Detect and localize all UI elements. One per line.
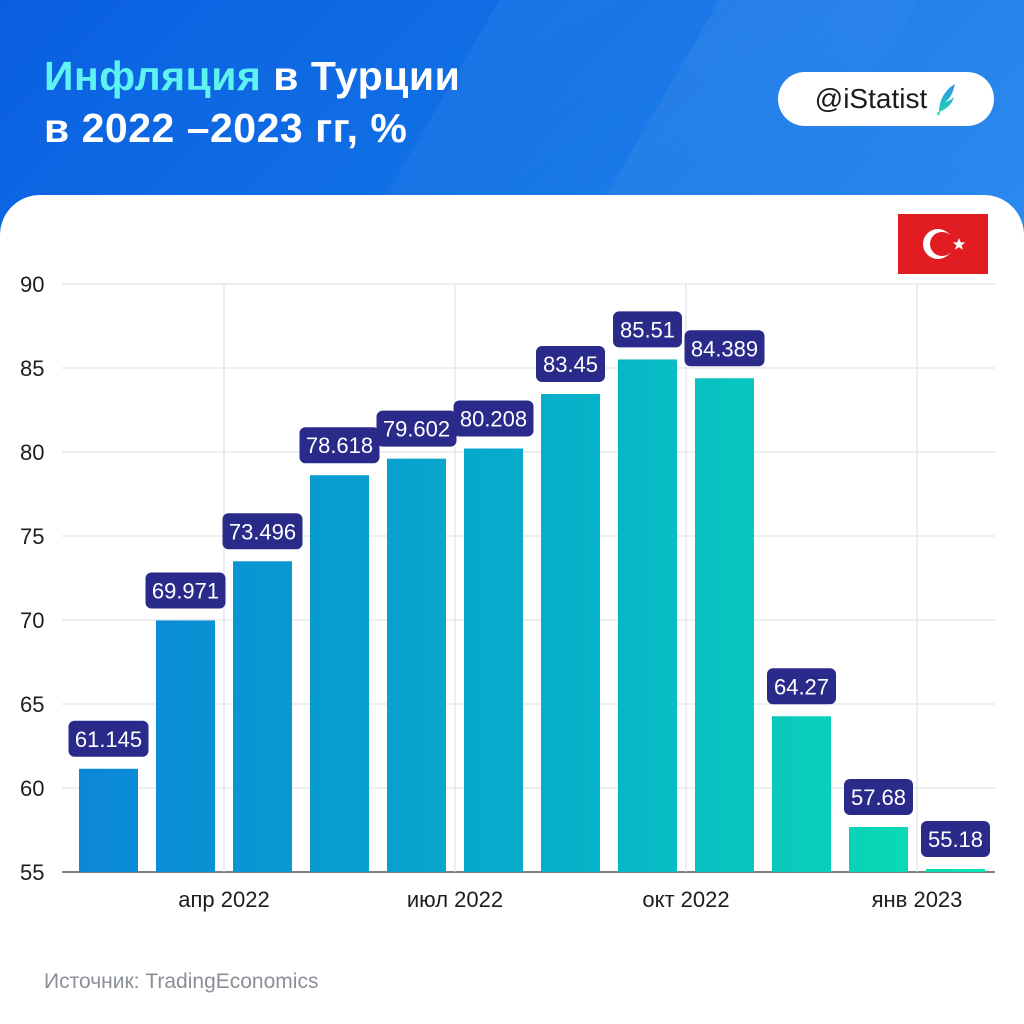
istatist-logo-icon (937, 84, 956, 116)
value-label-bg (684, 330, 765, 367)
bar (464, 448, 523, 872)
y-tick-label: 90 (20, 272, 44, 297)
bar (618, 359, 677, 872)
bar (156, 620, 215, 872)
bar (233, 561, 292, 872)
value-label: 80.208 (460, 407, 527, 432)
bar (849, 826, 908, 872)
y-tick-label: 70 (20, 608, 44, 633)
y-tick-label: 80 (20, 440, 44, 465)
turkey-flag-icon (898, 214, 988, 274)
bar (387, 458, 446, 872)
value-label-bg (299, 427, 380, 464)
value-label: 79.602 (383, 417, 450, 442)
value-label: 85.51 (620, 317, 675, 342)
value-label-bg (376, 410, 457, 447)
bar (310, 475, 369, 872)
value-label-bg (536, 346, 605, 383)
value-label-layer: 61.145 69.971 73.496 78.618 79.602 80.208 83.4… (68, 311, 990, 857)
x-tick-label: июл 2022 (407, 887, 503, 912)
chart-title: Инфляция в Турции в 2022 –2023 гг, % (44, 50, 460, 154)
value-label: 78.618 (306, 433, 373, 458)
y-tick-label: 60 (20, 776, 44, 801)
title-accent: Инфляция (44, 53, 262, 99)
y-tick-label: 65 (20, 692, 44, 717)
x-tick-label: апр 2022 (178, 887, 269, 912)
value-label-bg (921, 820, 990, 857)
value-label-bg (767, 668, 836, 705)
value-label-bg (68, 720, 149, 757)
brand-handle: @iStatist (814, 83, 928, 114)
value-label-bg (453, 400, 534, 437)
source-note: Источник: TradingEconomics (44, 970, 319, 993)
value-label-bg (613, 311, 682, 348)
value-label: 57.68 (851, 785, 906, 810)
value-label: 64.27 (774, 674, 829, 699)
y-tick-label: 55 (20, 860, 44, 885)
value-label: 84.389 (691, 336, 758, 361)
bar (926, 868, 985, 872)
bar (79, 768, 138, 872)
value-label: 55.18 (928, 827, 983, 852)
bar-layer (79, 359, 985, 872)
bar (772, 716, 831, 872)
brand-handle-pill[interactable]: @iStatist (778, 72, 994, 126)
value-label: 69.971 (152, 578, 219, 603)
grid-layer (62, 283, 995, 873)
x-tick-label: окт 2022 (642, 887, 729, 912)
value-label: 61.145 (75, 727, 142, 752)
bar (695, 378, 754, 872)
y-tick-label: 75 (20, 524, 44, 549)
y-tick-label: 85 (20, 356, 44, 381)
value-label: 83.45 (543, 352, 598, 377)
title-line2: в 2022 –2023 гг, % (44, 105, 408, 151)
value-label: 73.496 (229, 519, 296, 544)
value-label-bg (844, 778, 913, 815)
value-label-bg (222, 513, 303, 550)
bar (541, 394, 600, 872)
value-label-bg (145, 572, 226, 609)
title-line1-rest: в Турции (261, 53, 461, 99)
axis-layer: 55 60 65 70 75 80 85 90 апр 2022 июл 2022 окт 2022… (20, 272, 962, 912)
x-tick-label: янв 2023 (872, 887, 963, 912)
